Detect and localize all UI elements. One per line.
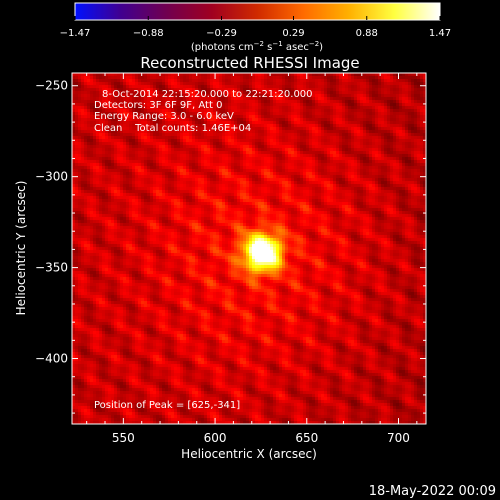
colorbar-tick-label: −0.88 — [133, 28, 164, 39]
colorbar-unit-label: (photons cm−2 s−1 asec−2) — [191, 40, 323, 53]
plot-frame — [71, 72, 427, 425]
x-tick-label: 650 — [295, 431, 318, 445]
colorbar-tick-label: −1.47 — [60, 28, 91, 39]
colorbar-tick-label: 0.88 — [356, 28, 378, 39]
y-tick-label: −400 — [35, 352, 68, 366]
heatmap-image — [72, 73, 426, 424]
info-line-detectors: Detectors: 3F 6F 9F, Att 0 — [94, 100, 222, 111]
y-tick-label: −300 — [35, 170, 68, 184]
y-axis-label: Heliocentric Y (arcsec) — [14, 181, 28, 316]
peak-position-label: Position of Peak = [625,-341] — [94, 400, 240, 411]
x-tick-label: 700 — [387, 431, 410, 445]
info-line-energy: Energy Range: 3.0 - 6.0 keV — [94, 111, 234, 122]
info-block: 8-Oct-2014 22:15:20.000 to 22:21:20.000 … — [94, 89, 313, 134]
info-line-counts: Clean Total counts: 1.46E+04 — [94, 123, 251, 134]
x-tick-label: 550 — [112, 431, 135, 445]
colorbar-ticks: −1.47 −0.88 −0.29 0.29 0.88 1.47 — [60, 16, 451, 39]
x-tick-label: 600 — [204, 431, 227, 445]
footer-date: 18-May-2022 00:09 — [369, 484, 496, 499]
info-line-time: 8-Oct-2014 22:15:20.000 to 22:21:20.000 — [102, 89, 313, 100]
axis-ticks: 550 600 650 700 −250 −300 −350 −400 — [35, 73, 426, 445]
x-axis-label: Heliocentric X (arcsec) — [181, 447, 317, 461]
colorbar-tick-label: 0.29 — [282, 28, 304, 39]
colorbar-tick-label: 1.47 — [429, 28, 451, 39]
y-tick-label: −350 — [35, 261, 68, 275]
y-tick-label: −250 — [35, 79, 68, 93]
colorbar — [74, 2, 441, 21]
colorbar-tick-label: −0.29 — [206, 28, 237, 39]
chart-title: Reconstructed RHESSI Image — [140, 54, 359, 72]
